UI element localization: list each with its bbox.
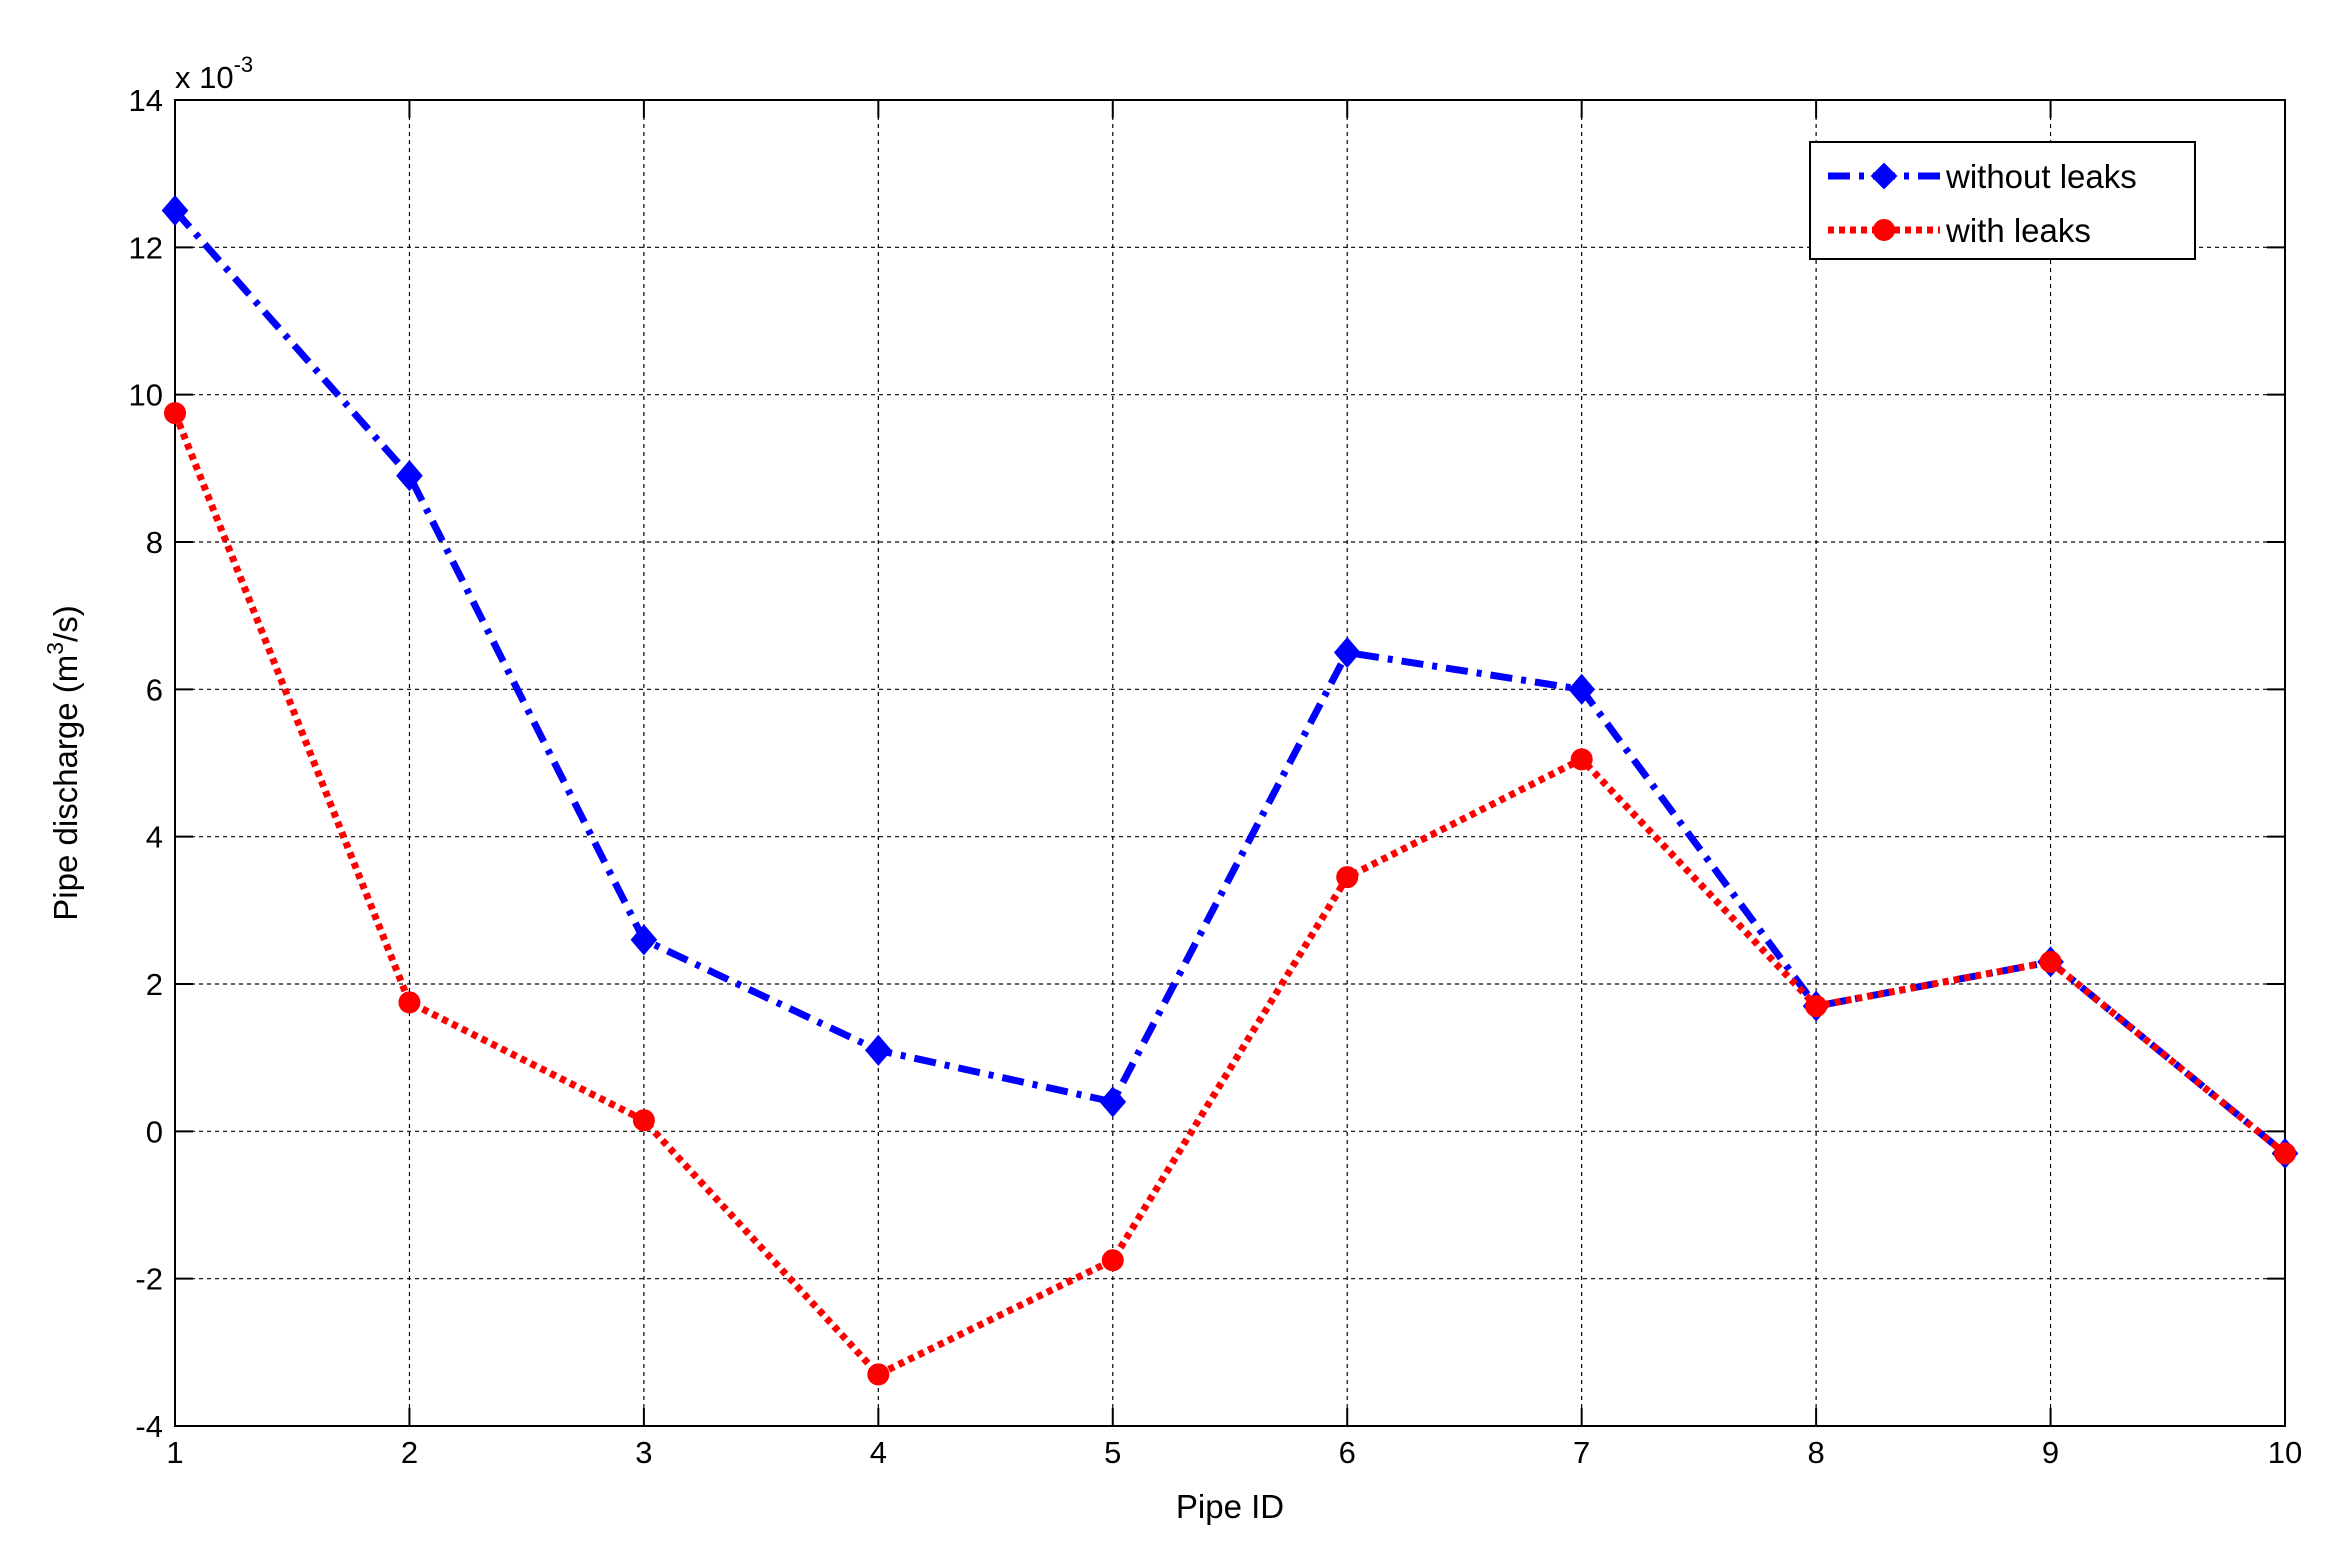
x-tick-label: 8 xyxy=(1807,1435,1824,1470)
plot-area-frame xyxy=(174,99,2286,1427)
data-point-without-leaks xyxy=(1333,636,1361,669)
x-tick-label: 10 xyxy=(2268,1435,2302,1470)
y-tick-label: 4 xyxy=(146,820,163,855)
data-point-with-leaks xyxy=(867,1363,890,1386)
y-exponent-label: x 10-3 xyxy=(175,52,253,95)
legend-label-with-leaks: with leaks xyxy=(1945,212,2091,249)
data-point-without-leaks xyxy=(1568,673,1595,705)
data-point-with-leaks xyxy=(1570,748,1593,771)
data-point-with-leaks xyxy=(632,1109,655,1132)
x-tick-label: 4 xyxy=(870,1435,887,1470)
x-tick-label: 1 xyxy=(166,1435,183,1470)
x-tick-label: 6 xyxy=(1339,1435,1356,1470)
data-point-with-leaks xyxy=(164,402,186,425)
data-point-without-leaks xyxy=(396,460,423,492)
x-tick-label: 2 xyxy=(401,1435,418,1470)
data-point-without-leaks xyxy=(1099,1086,1127,1118)
y-tick-label: 8 xyxy=(146,525,163,560)
y-ticks: -4 -2 0 2 4 6 8 10 12 14 xyxy=(129,83,2285,1444)
series-line-without-leaks xyxy=(172,208,2288,1157)
data-point-with-leaks xyxy=(2274,1142,2296,1165)
x-axis-label: Pipe ID xyxy=(1176,1488,1284,1525)
data-point-with-leaks xyxy=(1101,1249,1124,1272)
y-tick-label: 10 xyxy=(129,378,163,413)
y-tick-label: 2 xyxy=(146,967,163,1002)
y-tick-label: 6 xyxy=(146,672,163,707)
y-tick-label: 14 xyxy=(129,83,163,118)
exponent-base: x 10 xyxy=(175,60,234,95)
series-line-with-leaks xyxy=(171,411,2288,1378)
x-tick-label: 7 xyxy=(1573,1435,1590,1470)
x-ticks: 1 2 3 4 5 6 7 8 9 10 xyxy=(166,100,2302,1470)
data-point-without-leaks xyxy=(865,1034,892,1066)
y-axis-label-sup: 3 xyxy=(42,642,68,655)
y-tick-label: -2 xyxy=(135,1262,163,1297)
y-axis-label: Pipe discharge (m3/s) xyxy=(42,605,84,920)
y-tick-label: 12 xyxy=(129,230,163,265)
y-axis-label-tail: /s) xyxy=(47,605,84,642)
legend: without leaks with leaks xyxy=(1809,141,2196,260)
y-axis-label-main: Pipe discharge (m xyxy=(47,655,84,921)
legend-marker-without-leaks xyxy=(1870,162,1898,190)
data-point-without-leaks xyxy=(630,924,658,956)
data-point-with-leaks xyxy=(398,991,421,1014)
x-tick-label: 5 xyxy=(1104,1435,1121,1470)
legend-box xyxy=(1809,141,2196,260)
data-point-with-leaks xyxy=(1336,866,1359,889)
legend-marker-with-leaks xyxy=(1873,219,1895,241)
y-tick-label: -4 xyxy=(135,1409,163,1444)
series-lines xyxy=(161,194,2299,1386)
y-tick-label: 0 xyxy=(146,1114,163,1149)
data-point-with-leaks xyxy=(1805,995,1828,1018)
data-point-with-leaks xyxy=(2039,950,2062,973)
x-tick-label: 9 xyxy=(2042,1435,2059,1470)
exponent-power: -3 xyxy=(234,52,254,77)
x-tick-label: 3 xyxy=(635,1435,652,1470)
grid-lines xyxy=(175,100,2285,1426)
data-point-without-leaks xyxy=(161,194,189,227)
legend-label-without-leaks: without leaks xyxy=(1945,158,2137,195)
